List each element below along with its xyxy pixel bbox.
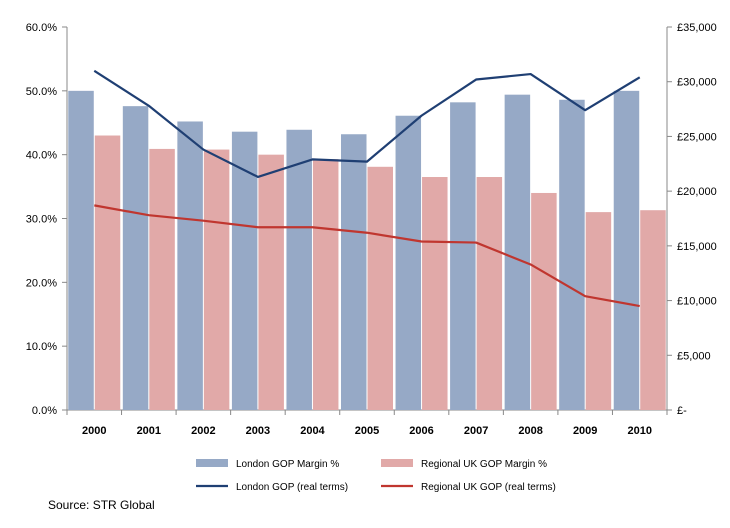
bars	[68, 90, 666, 411]
bar-london-gop-margin	[341, 134, 367, 411]
legend-label: Regional UK GOP Margin %	[421, 459, 547, 470]
category-label: 2007	[464, 425, 488, 437]
legend-label: London GOP Margin %	[236, 459, 339, 470]
bar-london-gop-margin	[504, 94, 531, 410]
bar-regional-uk-gop-margin	[585, 212, 612, 410]
right-tick-label: £10,000	[677, 296, 717, 308]
left-axis-ticks: 0.0% 10.0% 20.0% 30.0% 40.0% 50.0% 60.0%	[26, 22, 57, 417]
category-label: 2010	[627, 425, 651, 437]
right-tick-label: £30,000	[677, 77, 717, 89]
category-label: 2003	[246, 425, 270, 437]
legend-swatch	[381, 459, 413, 467]
bar-regional-uk-gop-margin	[367, 166, 393, 410]
bar-london-gop-margin	[68, 90, 94, 410]
bar-london-gop-margin	[450, 102, 476, 410]
category-label: 2002	[191, 425, 215, 437]
left-tick-label: 0.0%	[32, 405, 57, 417]
legend: London GOP Margin % Regional UK GOP Margi…	[196, 459, 556, 493]
bar-regional-uk-gop-margin	[476, 177, 503, 410]
left-tick-label: 10.0%	[26, 341, 57, 353]
line-london-gop-real-terms	[93, 69, 641, 179]
right-tick-label: £-	[677, 405, 687, 417]
category-label: 2000	[82, 425, 106, 437]
bar-regional-uk-gop-margin	[149, 148, 175, 410]
bar-london-gop-margin	[395, 115, 422, 410]
bar-london-gop-margin	[177, 121, 203, 411]
category-label: 2004	[300, 425, 325, 437]
right-tick-label: £25,000	[677, 131, 717, 143]
bar-regional-uk-gop-margin	[94, 135, 121, 410]
lines	[93, 69, 641, 308]
source-note: Source: STR Global	[48, 498, 155, 512]
legend-swatch	[196, 459, 228, 467]
bar-london-gop-margin	[613, 90, 640, 410]
right-tick-label: £15,000	[677, 241, 717, 253]
category-label: 2006	[409, 425, 433, 437]
right-tick-label: £35,000	[677, 22, 717, 34]
left-tick-label: 50.0%	[26, 86, 57, 98]
legend-label: London GOP (real terms)	[236, 482, 348, 493]
left-tick-label: 40.0%	[26, 150, 57, 162]
right-axis-ticks: £- £5,000 £10,000 £15,000 £20,000 £25,000 £30,…	[677, 22, 717, 417]
bar-regional-uk-gop-margin	[531, 192, 557, 410]
bar-regional-uk-gop-margin	[422, 177, 448, 410]
bar-london-gop-margin	[122, 106, 149, 411]
bar-london-gop-margin	[231, 131, 258, 411]
bar-regional-uk-gop-margin	[312, 159, 339, 410]
right-tick-label: £20,000	[677, 186, 717, 198]
bar-london-gop-margin	[286, 129, 312, 410]
category-label: 2009	[573, 425, 597, 437]
left-tick-label: 30.0%	[26, 214, 57, 226]
right-tick-label: £5,000	[677, 350, 711, 362]
category-label: 2008	[518, 425, 542, 437]
legend-label: Regional UK GOP (real terms)	[421, 482, 556, 493]
bar-regional-uk-gop-margin	[258, 154, 284, 410]
category-label: 2005	[355, 425, 379, 437]
left-tick-label: 60.0%	[26, 22, 57, 34]
category-label: 2001	[137, 425, 161, 437]
line-regional-uk-gop-real-terms	[94, 204, 640, 308]
category-labels: 2000 2001 2002 2003 2004 2005 2006 2007 2008 2009…	[82, 425, 652, 437]
bar-regional-uk-gop-margin	[203, 149, 230, 410]
bar-regional-uk-gop-margin	[640, 210, 666, 410]
left-tick-label: 20.0%	[26, 277, 57, 289]
bar-london-gop-margin	[559, 99, 585, 411]
